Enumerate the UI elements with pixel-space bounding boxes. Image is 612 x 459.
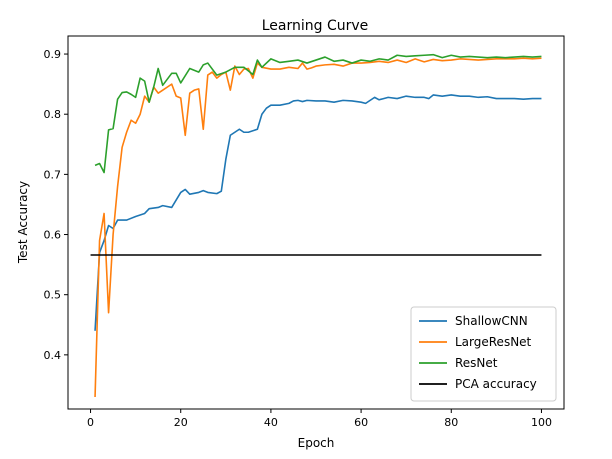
x-tick-label: 40: [264, 416, 278, 429]
x-axis-label: Epoch: [298, 436, 335, 450]
series-line-2: [94, 53, 542, 174]
legend-label: ResNet: [455, 356, 498, 370]
legend: ShallowCNN LargeResNet ResNet PCA accuracy: [410, 306, 557, 402]
legend-label: PCA accuracy: [455, 377, 537, 391]
y-axis: 0.4 0.5 0.6 0.7 0.8 0.9: [44, 48, 68, 362]
x-tick-label: 100: [531, 416, 552, 429]
legend-label: ShallowCNN: [455, 314, 528, 328]
x-tick-label: 80: [444, 416, 458, 429]
y-axis-label: Test Accuracy: [16, 181, 30, 264]
x-tick-label: 60: [354, 416, 368, 429]
legend-label: LargeResNet: [455, 335, 532, 349]
y-tick-label: 0.5: [44, 289, 62, 302]
y-tick-label: 0.6: [44, 229, 62, 242]
y-tick-label: 0.7: [44, 168, 62, 181]
chart-title: Learning Curve: [262, 18, 369, 34]
y-tick-label: 0.9: [44, 48, 62, 61]
x-tick-label: 20: [174, 416, 188, 429]
series-layer: [90, 53, 542, 397]
x-axis: 0 20 40 60 80 100: [87, 409, 552, 429]
x-tick-label: 0: [87, 416, 94, 429]
y-tick-label: 0.4: [44, 349, 62, 362]
legend-box: [410, 306, 557, 402]
y-tick-label: 0.8: [44, 108, 62, 121]
series-line-1: [94, 57, 542, 397]
axes-frame: [67, 35, 565, 410]
series-line-0: [94, 94, 542, 331]
